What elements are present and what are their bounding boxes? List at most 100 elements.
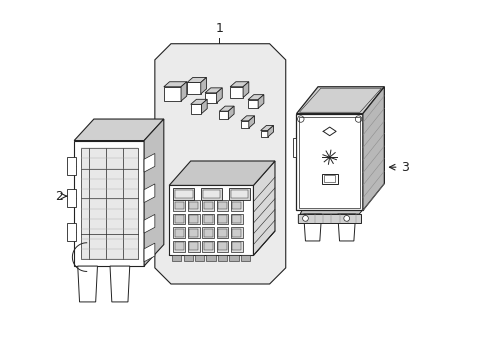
Polygon shape — [260, 126, 273, 131]
Bar — [189, 202, 198, 210]
Text: 1: 1 — [215, 22, 223, 35]
Bar — [241, 255, 250, 261]
Bar — [187, 227, 199, 238]
Bar — [175, 202, 183, 210]
Bar — [206, 255, 215, 261]
Polygon shape — [296, 87, 384, 114]
Bar — [230, 241, 242, 252]
Polygon shape — [253, 161, 274, 255]
Bar — [232, 202, 241, 210]
Bar — [216, 227, 228, 238]
Bar — [189, 229, 198, 237]
Polygon shape — [247, 95, 264, 100]
Bar — [189, 215, 198, 223]
Polygon shape — [144, 215, 155, 233]
Polygon shape — [204, 88, 222, 93]
Polygon shape — [78, 266, 97, 302]
Bar — [187, 214, 199, 225]
Polygon shape — [228, 106, 234, 119]
Bar — [232, 242, 241, 250]
Bar — [216, 200, 228, 211]
Polygon shape — [67, 223, 76, 241]
Polygon shape — [163, 82, 186, 87]
Polygon shape — [110, 266, 129, 302]
Bar — [218, 242, 226, 250]
Polygon shape — [204, 93, 216, 103]
Polygon shape — [292, 138, 296, 157]
Polygon shape — [258, 95, 264, 108]
Bar — [202, 214, 214, 225]
Text: 3: 3 — [401, 161, 408, 174]
Polygon shape — [247, 100, 258, 108]
Bar — [216, 214, 228, 225]
Polygon shape — [201, 99, 207, 114]
Polygon shape — [241, 121, 248, 128]
Polygon shape — [230, 87, 243, 98]
Polygon shape — [190, 99, 207, 104]
Polygon shape — [201, 77, 206, 94]
Bar — [172, 255, 181, 261]
Bar — [218, 202, 226, 210]
Bar — [174, 190, 192, 198]
Bar — [203, 202, 212, 210]
Bar — [203, 242, 212, 250]
Bar — [201, 188, 222, 200]
Polygon shape — [241, 116, 254, 121]
Bar — [202, 200, 214, 211]
Bar — [172, 188, 194, 200]
Circle shape — [343, 216, 349, 221]
Polygon shape — [155, 44, 285, 284]
Bar — [321, 174, 337, 184]
Polygon shape — [248, 116, 254, 128]
Bar — [175, 242, 183, 250]
Bar — [195, 255, 204, 261]
Polygon shape — [230, 82, 248, 87]
Bar — [202, 227, 214, 238]
Polygon shape — [187, 82, 201, 94]
Bar — [189, 242, 198, 250]
Polygon shape — [163, 87, 181, 101]
Polygon shape — [296, 114, 362, 211]
Bar — [229, 255, 238, 261]
Polygon shape — [144, 184, 155, 203]
Bar — [218, 229, 226, 237]
Bar — [183, 255, 192, 261]
Text: 2: 2 — [56, 190, 63, 203]
Bar — [173, 241, 185, 252]
Polygon shape — [260, 131, 267, 137]
Polygon shape — [169, 185, 253, 255]
Polygon shape — [81, 148, 137, 259]
Polygon shape — [298, 214, 360, 223]
Polygon shape — [74, 140, 144, 266]
Polygon shape — [190, 104, 201, 114]
Polygon shape — [243, 82, 248, 98]
Bar — [218, 215, 226, 223]
Bar — [173, 200, 185, 211]
Polygon shape — [144, 119, 163, 266]
Bar — [202, 241, 214, 252]
Polygon shape — [219, 106, 234, 111]
Bar — [323, 175, 335, 182]
Bar — [187, 200, 199, 211]
Polygon shape — [67, 157, 76, 175]
Bar — [175, 215, 183, 223]
Bar — [230, 200, 242, 211]
Polygon shape — [144, 153, 155, 172]
Bar — [175, 229, 183, 237]
Bar — [173, 227, 185, 238]
Bar — [218, 255, 227, 261]
Bar — [230, 190, 248, 198]
Bar — [187, 241, 199, 252]
Polygon shape — [267, 126, 273, 137]
Polygon shape — [181, 82, 186, 101]
Bar — [232, 229, 241, 237]
Bar — [230, 227, 242, 238]
Polygon shape — [187, 77, 206, 82]
Polygon shape — [169, 231, 274, 255]
Polygon shape — [169, 161, 274, 185]
Bar — [228, 188, 250, 200]
Polygon shape — [216, 88, 222, 103]
Bar — [216, 241, 228, 252]
Polygon shape — [300, 187, 380, 214]
Bar — [232, 215, 241, 223]
